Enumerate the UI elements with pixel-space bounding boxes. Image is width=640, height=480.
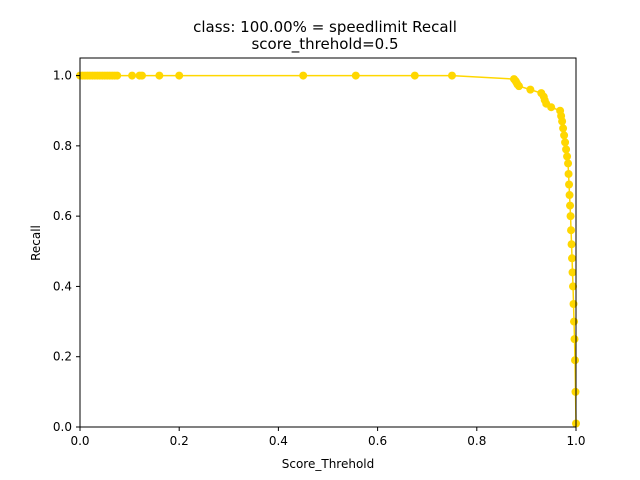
x-tick-label: 0.2 [170,434,189,448]
data-point [568,268,577,277]
data-point [155,71,164,80]
chart-title: class: 100.00% = speedlimit Recall [193,18,457,36]
data-point [568,254,577,263]
data-point [571,356,580,365]
data-point [562,145,571,154]
data-point [526,85,535,94]
data-point [563,152,572,161]
data-point [410,71,419,80]
y-tick-label: 1.0 [53,69,72,83]
data-point [566,212,575,221]
x-tick-label: 0.6 [368,434,387,448]
x-axis: 0.0 0.2 0.4 0.6 0.8 1.0 [70,427,586,448]
y-axis-label: Recall [29,225,43,261]
x-tick-label: 0.0 [70,434,89,448]
data-point [113,71,122,80]
data-point [560,131,569,140]
y-tick-label: 0.4 [53,279,72,293]
data-point [138,71,146,80]
data-point [299,71,308,80]
x-axis-label: Score_Threhold [282,457,375,471]
data-point [561,138,570,147]
data-point [559,124,568,133]
series-line [80,74,577,424]
data-point [569,282,578,291]
axes-frame [79,57,577,428]
y-tick-label: 0.8 [53,139,72,153]
y-tick-label: 0.2 [53,350,72,364]
data-point [351,71,360,80]
data-point [565,180,574,189]
data-point [570,317,579,326]
y-tick-label: 0.0 [53,420,72,434]
data-point [570,335,579,344]
data-point [564,159,573,168]
data-point [566,201,575,210]
data-point [564,169,573,178]
data-point [567,240,576,249]
data-point [567,226,576,235]
data-point [128,71,137,80]
data-point [448,71,456,80]
data-point [547,103,556,112]
data-point [514,82,523,91]
x-tick-label: 0.4 [269,434,288,448]
data-point [175,71,184,80]
chart-subtitle: score_threhold=0.5 [251,35,398,54]
y-tick-label: 0.6 [53,209,72,223]
y-axis: 0.0 0.2 0.4 0.6 0.8 1.0 [53,69,80,434]
data-point [558,117,567,126]
x-tick-label: 0.8 [467,434,486,448]
plot-area [76,71,580,428]
data-point [565,191,574,200]
x-tick-label: 1.0 [566,434,585,448]
